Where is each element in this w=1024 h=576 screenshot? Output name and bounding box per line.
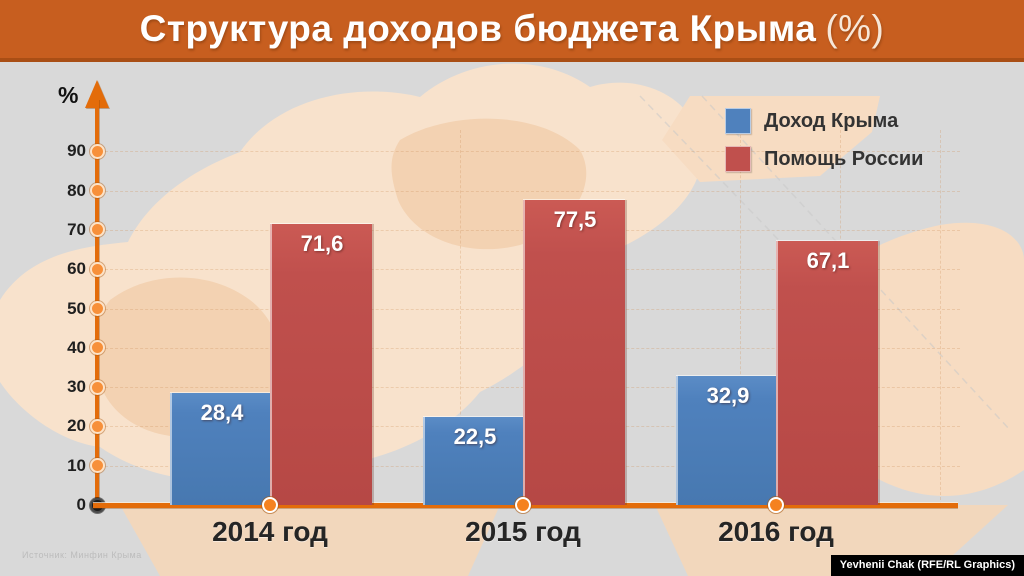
header-bar: Структура доходов бюджета Крыма (%): [0, 0, 1024, 62]
legend-item: Помощь России: [725, 146, 923, 172]
y-tick-label: 20: [67, 416, 86, 436]
credit-badge: Yevhenii Chak (RFE/RL Graphics): [830, 555, 1024, 576]
v-gridline: [740, 130, 741, 505]
page-title: Структура доходов бюджета Крыма (%): [140, 8, 885, 50]
bar-value-label: 28,4: [200, 400, 244, 425]
y-tick-label: 90: [67, 141, 86, 161]
x-category-label: 2014 год: [212, 516, 328, 547]
legend-swatch-blue: [725, 108, 751, 134]
x-axis-tick-marker: [768, 497, 784, 513]
page-title-main: Структура доходов бюджета Крыма: [139, 8, 817, 49]
h-gridline: [95, 190, 960, 192]
bar-russia-aid-2015: 77,5: [523, 200, 625, 505]
legend-label: Помощь России: [764, 147, 924, 170]
bar-crimea-income-2015: 22,5: [423, 417, 525, 505]
y-tick-label: 50: [67, 298, 86, 318]
y-tick-dot: [89, 183, 105, 199]
h-gridline: [95, 151, 960, 153]
bar-value-label: 77,5: [553, 207, 597, 232]
y-tick-label: 30: [67, 377, 86, 397]
bar-russia-aid-2014: 71,6: [270, 224, 372, 505]
y-axis-unit-label: %: [58, 82, 79, 108]
y-tick-dot: [89, 458, 105, 474]
bar-value-label: 67,1: [806, 248, 850, 273]
bar-russia-aid-2016: 67,1: [776, 241, 878, 505]
bar-crimea-income-2016: 32,9: [676, 376, 778, 505]
x-category-label: 2015 год: [465, 516, 581, 547]
v-gridline: [460, 130, 461, 505]
bar-value-label: 71,6: [300, 231, 344, 256]
bar-value-label: 22,5: [453, 424, 497, 449]
bar-value-label: 32,9: [706, 383, 750, 408]
y-tick-dot: [89, 418, 105, 434]
page-title-suffix: (%): [825, 8, 885, 49]
x-axis-tick-marker: [262, 497, 278, 513]
legend-label: Доход Крыма: [764, 109, 899, 132]
v-gridline: [940, 130, 941, 505]
x-axis-tick-marker: [515, 497, 531, 513]
legend-swatch-red: [725, 146, 751, 172]
y-tick-dot: [89, 222, 105, 238]
bar-crimea-income-2014: 28,4: [170, 393, 272, 505]
source-note: Источник: Минфин Крыма: [22, 550, 142, 560]
y-tick-dot: [89, 340, 105, 356]
y-tick-label: 70: [67, 219, 86, 239]
y-tick-dot: [89, 261, 105, 277]
y-tick-label: 0: [76, 495, 86, 514]
y-tick-label: 40: [67, 337, 86, 357]
chart-legend: Доход Крыма Помощь России: [725, 108, 923, 184]
y-tick-dot: [89, 379, 105, 395]
x-category-label: 2016 год: [718, 516, 834, 547]
y-tick-dot: [89, 301, 105, 316]
y-tick-dot: [89, 143, 105, 159]
y-tick-label: 10: [67, 455, 86, 475]
y-tick-label: 60: [67, 259, 86, 279]
legend-item: Доход Крыма: [725, 108, 923, 134]
y-tick-label: 80: [67, 180, 86, 200]
